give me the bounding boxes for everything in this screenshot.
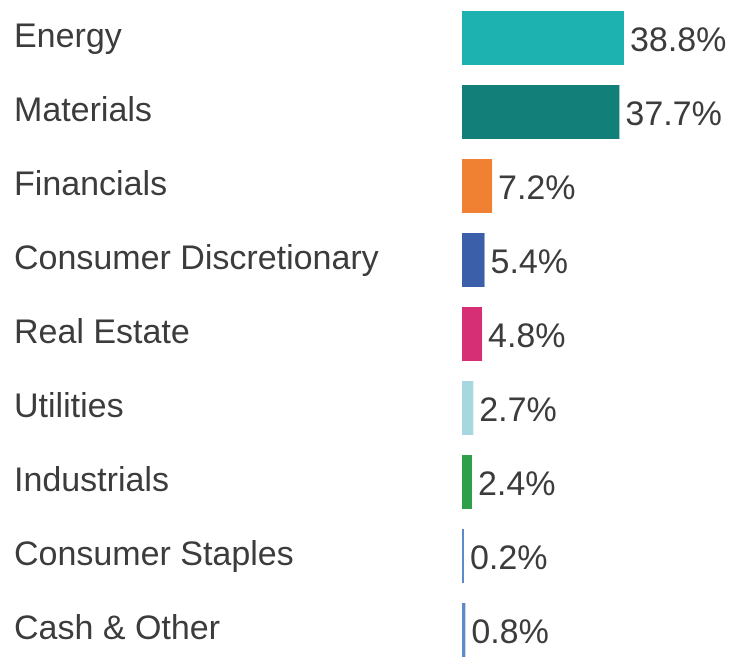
bar-real-estate bbox=[462, 307, 483, 361]
category-label-utilities: Utilities bbox=[14, 387, 124, 425]
bar-industrials bbox=[462, 455, 473, 509]
value-label-energy: 38.8% bbox=[630, 21, 726, 59]
value-label-consumer-discretionary: 5.4% bbox=[491, 243, 569, 281]
value-label-utilities: 2.7% bbox=[479, 391, 557, 429]
bar-cash-and-other bbox=[462, 603, 466, 657]
bar-consumer-discretionary bbox=[462, 233, 485, 287]
category-label-financials: Financials bbox=[14, 165, 167, 203]
value-label-consumer-staples: 0.2% bbox=[470, 539, 548, 577]
category-label-energy: Energy bbox=[14, 17, 122, 55]
value-label-cash-and-other: 0.8% bbox=[471, 613, 549, 651]
category-label-consumer-staples: Consumer Staples bbox=[14, 535, 294, 573]
value-label-materials: 37.7% bbox=[625, 95, 721, 133]
bar-financials bbox=[462, 159, 493, 213]
category-label-industrials: Industrials bbox=[14, 461, 169, 499]
category-label-materials: Materials bbox=[14, 91, 152, 129]
bar-consumer-staples bbox=[462, 529, 464, 583]
bar-energy bbox=[462, 11, 624, 65]
value-label-industrials: 2.4% bbox=[478, 465, 556, 503]
category-label-real-estate: Real Estate bbox=[14, 313, 190, 351]
bar-materials bbox=[462, 85, 620, 139]
category-label-consumer-discretionary: Consumer Discretionary bbox=[14, 239, 379, 277]
bar-utilities bbox=[462, 381, 474, 435]
value-label-real-estate: 4.8% bbox=[488, 317, 566, 355]
value-label-financials: 7.2% bbox=[498, 169, 576, 207]
category-label-cash-and-other: Cash & Other bbox=[14, 609, 220, 647]
